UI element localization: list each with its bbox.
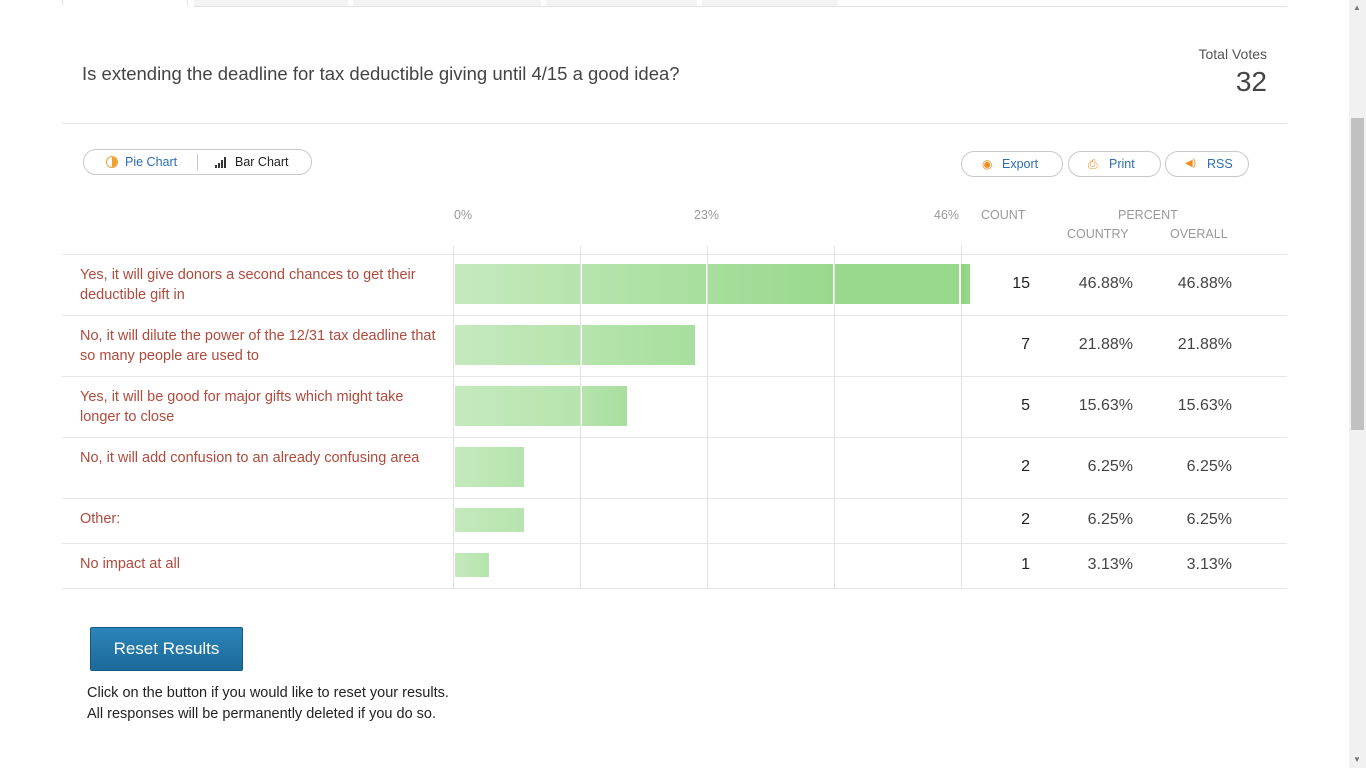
vote-count: 5 <box>1021 396 1030 414</box>
country-percent: 6.25% <box>1087 510 1133 528</box>
chart-type-toggle: Pie Chart Bar Chart <box>83 149 312 175</box>
scroll-down-arrow-icon[interactable]: ▼ <box>1353 755 1361 764</box>
count-header: COUNT <box>981 208 1026 222</box>
option-label: No, it will dilute the power of the 12/3… <box>80 328 436 364</box>
scale-tick-0: 0% <box>454 208 473 222</box>
scroll-thumb[interactable] <box>1351 118 1364 430</box>
export-label: Export <box>1002 157 1039 171</box>
row-divider <box>62 437 1287 438</box>
row-divider <box>62 376 1287 377</box>
row-divider <box>62 588 1287 589</box>
print-button[interactable]: ⎙ Print <box>1068 151 1161 177</box>
scrollbar[interactable]: ▲ ▼ <box>1349 0 1366 768</box>
country-percent: 21.88% <box>1078 335 1133 353</box>
overall-percent: 21.88% <box>1177 335 1232 353</box>
bar-chart-option[interactable]: Bar Chart <box>198 150 310 174</box>
option-label: Other: <box>80 511 121 527</box>
download-circle-icon: ◉ <box>982 157 993 171</box>
vote-count: 7 <box>1021 335 1030 353</box>
total-votes-value: 32 <box>1235 66 1267 97</box>
overall-percent: 6.25% <box>1186 457 1232 475</box>
country-percent: 15.63% <box>1078 396 1133 414</box>
overall-percent: 46.88% <box>1177 274 1232 292</box>
tabs-underline <box>249 6 1287 7</box>
vote-count: 2 <box>1021 510 1030 528</box>
result-bar-segment <box>455 447 524 487</box>
tab-active[interactable] <box>62 0 188 6</box>
result-bar-segment <box>961 264 970 304</box>
result-bar-segment <box>834 264 959 304</box>
grid-vline <box>834 246 835 588</box>
percent-header: PERCENT <box>1118 208 1178 222</box>
total-votes-label: Total Votes <box>1198 46 1268 62</box>
poll-question: Is extending the deadline for tax deduct… <box>82 63 680 84</box>
overall-percent: 3.13% <box>1186 555 1232 573</box>
result-bar <box>455 508 524 532</box>
bar-chart-label: Bar Chart <box>235 155 289 169</box>
speaker-icon: ◀) <box>1185 158 1197 169</box>
result-bar-segment <box>581 325 695 365</box>
grid-vline <box>961 246 962 588</box>
row-divider <box>62 254 1287 255</box>
reset-note-line2: All responses will be permanently delete… <box>87 706 436 722</box>
row-divider <box>62 498 1287 499</box>
vote-count: 15 <box>1012 274 1030 292</box>
pie-chart-option[interactable]: Pie Chart <box>84 150 196 174</box>
toggle-separator <box>197 154 198 170</box>
result-bar-segment <box>708 264 833 304</box>
option-label: No impact at all <box>80 556 180 572</box>
bar-chart-icon <box>215 157 229 168</box>
option-label: Yes, it will be good for major gifts whi… <box>80 389 404 425</box>
country-header: COUNTRY <box>1067 227 1129 241</box>
header-divider <box>62 123 1287 124</box>
option-label: No, it will add confusion to an already … <box>80 450 420 466</box>
country-percent: 3.13% <box>1087 555 1133 573</box>
print-label: Print <box>1109 157 1135 171</box>
half-circle-icon <box>106 156 118 168</box>
export-button[interactable]: ◉ Export <box>961 151 1063 177</box>
option-label: Yes, it will give donors a second chance… <box>80 267 416 303</box>
scroll-up-arrow-icon[interactable]: ▲ <box>1353 3 1361 12</box>
printer-icon: ⎙ <box>1088 157 1098 171</box>
reset-note-line1: Click on the button if you would like to… <box>87 685 449 701</box>
tab-strip <box>62 0 1287 7</box>
overall-percent: 6.25% <box>1186 510 1232 528</box>
result-bar-segment <box>581 386 627 426</box>
reset-results-button[interactable]: Reset Results <box>90 627 243 671</box>
result-bar-segment <box>455 553 489 577</box>
scale-tick-23: 23% <box>694 208 720 222</box>
result-bar <box>455 553 489 577</box>
pie-chart-label: Pie Chart <box>125 155 178 169</box>
scale-tick-46: 46% <box>934 208 960 222</box>
grid-vline <box>707 246 708 588</box>
result-bar-segment <box>455 325 580 365</box>
overall-header: OVERALL <box>1170 227 1228 241</box>
country-percent: 6.25% <box>1087 457 1133 475</box>
result-bar-segment <box>455 508 524 532</box>
result-bar-segment <box>455 386 580 426</box>
vote-count: 1 <box>1021 555 1030 573</box>
result-bar <box>455 325 695 365</box>
result-bar-segment <box>455 264 580 304</box>
grid-vline <box>580 246 581 588</box>
country-percent: 46.88% <box>1078 274 1133 292</box>
grid-vline <box>453 246 454 588</box>
row-divider <box>62 543 1287 544</box>
vote-count: 2 <box>1021 457 1030 475</box>
result-bar <box>455 447 524 487</box>
row-divider <box>62 315 1287 316</box>
result-bar <box>455 264 970 304</box>
overall-percent: 15.63% <box>1177 396 1232 414</box>
rss-label: RSS <box>1207 157 1233 171</box>
result-bar <box>455 386 627 426</box>
rss-button[interactable]: ◀) RSS <box>1165 151 1249 177</box>
result-bar-segment <box>581 264 706 304</box>
